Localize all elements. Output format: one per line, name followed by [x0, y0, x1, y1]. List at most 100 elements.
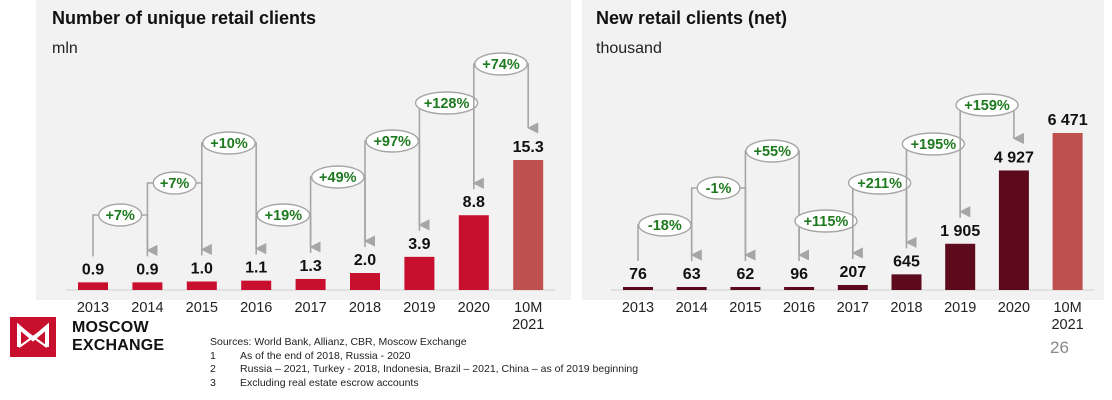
- bar-2013: [623, 287, 653, 290]
- footnote-text: Excluding real estate escrow accounts: [240, 376, 419, 389]
- footnote-text: Russia – 2021, Turkey - 2018, Indonesia,…: [240, 363, 639, 375]
- growth-label: +159%: [964, 98, 1010, 114]
- category-label: 10M: [1053, 300, 1081, 316]
- growth-badge: [310, 165, 365, 189]
- value-label: 6 471: [1048, 112, 1088, 129]
- bar-2018: [350, 273, 380, 290]
- bar-2015: [730, 287, 761, 290]
- growth-label: +97%: [373, 134, 411, 150]
- category-label: 2013: [77, 300, 109, 316]
- value-label: 15.3: [513, 139, 544, 156]
- bar-10m-2021: [513, 160, 544, 290]
- value-label: 1.0: [191, 261, 213, 278]
- value-label: 62: [737, 266, 755, 283]
- category-label: 2016: [783, 300, 815, 316]
- value-label: 76: [629, 266, 647, 283]
- footnote-text: As of the end of 2018, Russia - 2020: [240, 349, 411, 362]
- growth-label: +74%: [482, 57, 520, 73]
- bar-2014: [676, 287, 707, 290]
- category-label: 2018: [349, 300, 381, 316]
- growth-arrow: [418, 102, 484, 231]
- growth-arrow: [744, 150, 810, 261]
- bar-10m-2021: [1052, 133, 1083, 290]
- growth-badge: [901, 132, 966, 156]
- growth-arrow: [201, 142, 267, 256]
- category-label: 2017: [837, 300, 869, 316]
- value-label: 96: [790, 266, 808, 283]
- growth-label: +115%: [804, 214, 849, 230]
- category-label: 2013: [622, 300, 654, 316]
- right-chart-unit: thousand: [596, 40, 662, 57]
- bar-2015: [186, 281, 217, 290]
- page-number: 26: [1050, 338, 1069, 357]
- growth-badge: [794, 209, 858, 233]
- growth-badge: [256, 203, 311, 227]
- value-label: 3.9: [408, 236, 430, 253]
- growth-badge: [847, 171, 912, 195]
- bar-2019: [945, 243, 976, 290]
- footnote-2: 2 Russia – 2021, Turkey - 2018, Indonesi…: [210, 363, 638, 377]
- growth-label: -1%: [706, 181, 732, 197]
- footnote-number: 2: [210, 363, 216, 375]
- value-label: 2.0: [354, 252, 376, 269]
- value-label: 207: [839, 264, 866, 281]
- category-label: 2020: [458, 300, 490, 316]
- growth-label: +19%: [265, 208, 303, 224]
- growth-label: +55%: [754, 144, 792, 160]
- growth-badge: [955, 93, 1019, 117]
- growth-badge: [414, 91, 479, 115]
- value-label: 1.1: [245, 260, 267, 277]
- footnote-number: 1: [210, 349, 216, 362]
- bar-2020: [458, 215, 489, 290]
- growth-badge: [745, 139, 800, 163]
- value-label: 0.9: [136, 261, 158, 278]
- bar-2014: [132, 282, 163, 290]
- growth-badge: [98, 203, 143, 227]
- category-label: 2018: [890, 300, 922, 316]
- value-label: 63: [683, 266, 701, 283]
- footnote-3: 3 Excluding real estate escrow accounts: [210, 377, 467, 391]
- value-label: 645: [893, 253, 920, 270]
- growth-label: +211%: [857, 176, 902, 192]
- bar-2019: [404, 256, 435, 290]
- sources-title: Sources: World Bank, Allianz, CBR, Mosco…: [210, 336, 467, 348]
- logo-wordmark: MOSCOW EXCHANGE: [72, 319, 164, 355]
- bar-2016: [241, 280, 272, 290]
- growth-badge: [202, 131, 256, 155]
- logo-line-1: MOSCOW: [72, 319, 149, 336]
- category-label: 2015: [186, 300, 218, 316]
- growth-arrow: [364, 140, 430, 248]
- bar-2013: [78, 282, 108, 290]
- bar-2018: [891, 274, 922, 290]
- logo-line-2: EXCHANGE: [72, 337, 165, 354]
- moscow-exchange-logo-icon: [10, 317, 56, 357]
- growth-badge: [152, 171, 197, 195]
- left-chart-unit: mln: [52, 40, 78, 57]
- category-label: 2019: [403, 300, 435, 316]
- category-label: 2021: [512, 317, 544, 333]
- footnote-1: 1 As of the end of 2018, Russia - 2020: [210, 350, 467, 364]
- bar-2020: [998, 170, 1029, 290]
- bar-2016: [784, 287, 815, 290]
- value-label: 4 927: [994, 149, 1034, 166]
- footnote-number: 3: [210, 376, 216, 389]
- bar-2017: [837, 284, 868, 290]
- right-chart-title: New retail clients (net): [596, 8, 788, 28]
- category-label: 2021: [1051, 317, 1083, 333]
- growth-label: -18%: [648, 218, 682, 234]
- new-retail-clients-chart: 76 2013 63 2014 62 2015 96 2016 207 2017 645 2018 1 …: [611, 93, 1095, 333]
- growth-label: +195%: [911, 137, 957, 153]
- growth-badge: [474, 52, 528, 76]
- moscow-exchange-logo: MOSCOW EXCHANGE: [10, 317, 180, 359]
- category-label: 2016: [240, 300, 272, 316]
- growth-label: +7%: [105, 208, 135, 224]
- growth-label: +49%: [319, 170, 357, 186]
- value-label: 0.9: [82, 261, 104, 278]
- category-label: 2020: [998, 300, 1030, 316]
- growth-label: +128%: [424, 96, 470, 112]
- unique-retail-clients-chart: 0.9 2013 0.9 2014 1.0 2015 1.1 2016 1.3 2017 2.0 20…: [66, 52, 556, 333]
- category-label: 2015: [729, 300, 761, 316]
- category-label: 2014: [131, 300, 163, 316]
- bar-2017: [295, 278, 326, 290]
- growth-label: +7%: [160, 176, 190, 192]
